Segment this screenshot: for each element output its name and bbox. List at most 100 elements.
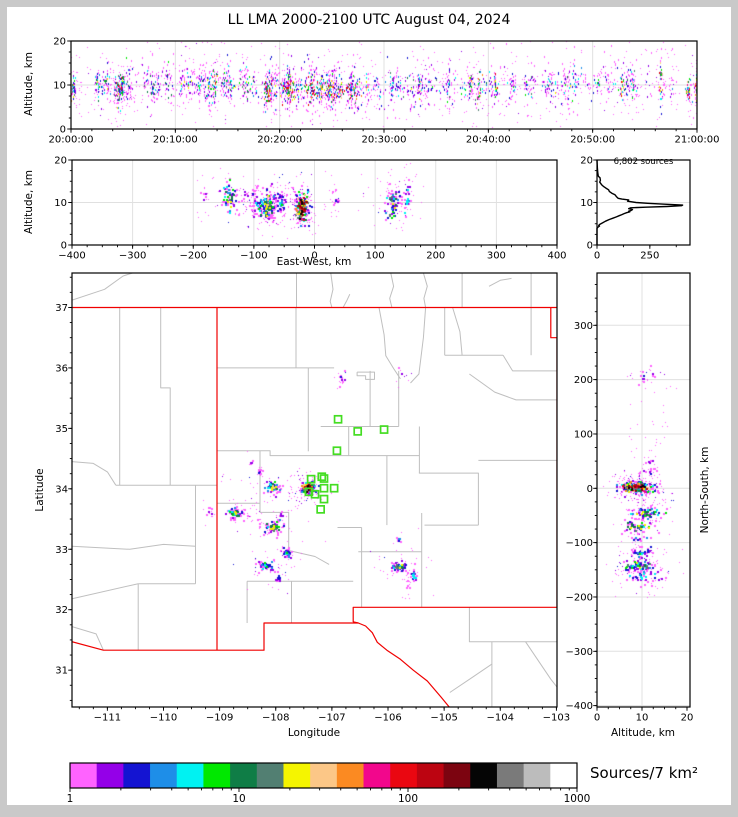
station-marker (310, 489, 320, 499)
tick-label: 0 (594, 251, 600, 262)
tick-label: 20:30:00 (362, 135, 407, 146)
colorbar-tick-label: 1000 (564, 793, 591, 805)
ns-panel-ylabel: North-South, km (699, 446, 711, 534)
tick-label: 21:00:00 (675, 135, 720, 146)
colorbar-segment (390, 763, 418, 788)
tick-label: −106 (374, 713, 401, 724)
map-xlabel: Longitude (287, 727, 341, 739)
tick-label: 32 (55, 605, 68, 616)
colorbar-segment (336, 763, 365, 788)
tick-label: −200 (180, 251, 207, 262)
tick-label: 20 (53, 37, 66, 48)
tick-label: 200 (426, 251, 445, 262)
tick-label: 10 (636, 713, 649, 724)
figure-title: LL LMA 2000-2100 UTC August 04, 2024 (227, 12, 511, 28)
station-marker (319, 483, 329, 493)
tick-label: 20:20:00 (257, 135, 302, 146)
colorbar-segment (496, 763, 525, 788)
tick-label: −100 (566, 538, 593, 549)
colorbar-segment (470, 763, 498, 788)
tick-label: 300 (574, 321, 593, 332)
time-height-frame (70, 40, 698, 130)
tick-label: −100 (240, 251, 267, 262)
station-marker (333, 414, 343, 424)
tick-label: 0 (61, 241, 67, 252)
tick-label: 100 (366, 251, 385, 262)
tick-label: 20 (681, 713, 694, 724)
tick-label: 0 (587, 241, 593, 252)
altitude-histogram-curve (596, 159, 684, 245)
tick-label: 250 (640, 251, 659, 262)
colorbar-segment (123, 763, 151, 788)
colorbar-tick-label: 100 (398, 793, 418, 805)
station-marker (306, 474, 316, 484)
colorbar-segment (416, 763, 445, 788)
ew-panel-xlabel: East-West, km (276, 256, 352, 268)
tick-label: 20:50:00 (570, 135, 615, 146)
station-marker (353, 427, 363, 436)
map-ylabel: Latitude (34, 468, 46, 512)
tick-label: 34 (55, 484, 68, 495)
station-marker (317, 472, 327, 482)
colorbar-segment (523, 763, 551, 788)
tick-label: 31 (55, 666, 68, 677)
tick-label: −108 (262, 713, 289, 724)
eastwest-height-scatter-canvas (72, 160, 557, 245)
tick-label: 10 (53, 81, 66, 92)
tick-label: −110 (150, 713, 177, 724)
northsouth-height-scatter-canvas (597, 273, 690, 707)
colorbar-segment (203, 763, 231, 788)
colorbar-tick-label: 1 (67, 793, 74, 805)
tick-label: 400 (547, 251, 566, 262)
tick-label: 0 (587, 484, 593, 495)
tick-label: 37 (55, 303, 68, 314)
tick-label: 10 (54, 198, 67, 209)
station-marker (379, 425, 389, 434)
colorbar-segment (310, 763, 338, 788)
colorbar-frame (69, 762, 578, 789)
colorbar-label: Sources/7 km² (590, 764, 699, 782)
station-marker (319, 474, 329, 483)
ns-height-frame (596, 272, 691, 708)
tick-label: 200 (574, 375, 593, 386)
lma-stations (304, 414, 389, 514)
colorbar-segment (256, 763, 284, 788)
colorbar-segment (230, 763, 258, 788)
colorbar-segment (550, 763, 578, 788)
tick-label: 20 (54, 156, 67, 167)
colorbar-segment (96, 763, 124, 788)
colorbar-segment (443, 763, 471, 788)
tick-label: −300 (119, 251, 146, 262)
tick-label: 0 (60, 125, 66, 136)
colorbar-tick-label: 10 (232, 793, 245, 805)
time-height-scatter-canvas (71, 41, 697, 129)
tick-label: 20:10:00 (153, 135, 198, 146)
tick-label: −400 (58, 251, 85, 262)
tick-label: 100 (574, 429, 593, 440)
station-marker (332, 446, 342, 456)
station-marker (329, 483, 339, 493)
tick-label: 20:40:00 (466, 135, 511, 146)
tick-label: −105 (430, 713, 457, 724)
tick-label: 0 (594, 713, 600, 724)
tick-label: 0 (311, 251, 317, 262)
tick-label: −103 (543, 713, 570, 724)
colorbar-segment (283, 763, 311, 788)
tick-label: 20 (580, 156, 593, 167)
ew-height-frame (71, 159, 558, 246)
tick-label: 36 (55, 363, 68, 374)
station-marker (316, 505, 326, 514)
tick-label: −111 (94, 713, 121, 724)
colorbar-segment (150, 763, 178, 788)
tick-label: −107 (318, 713, 345, 724)
colorbar-segment (70, 763, 98, 788)
tick-label: −104 (487, 713, 514, 724)
tick-label: 35 (55, 424, 68, 435)
tick-label: 10 (580, 198, 593, 209)
tick-label: −109 (206, 713, 233, 724)
tick-label: −400 (566, 701, 593, 712)
colorbar-segment (363, 763, 391, 788)
ew-panel-ylabel: Altitude, km (23, 170, 35, 235)
